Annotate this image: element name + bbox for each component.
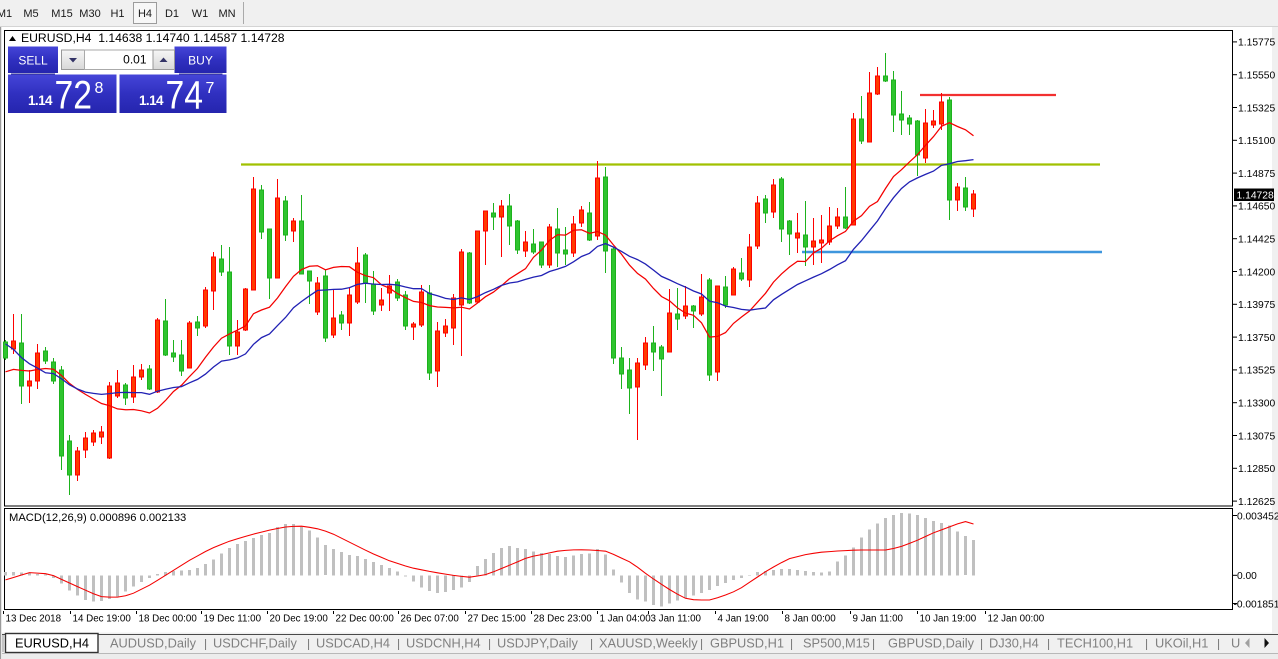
svg-text:13 Dec 2018: 13 Dec 2018 (6, 614, 62, 625)
svg-text:1.14: 1.14 (28, 93, 53, 108)
svg-text:|: | (790, 637, 793, 651)
svg-text:1.13525: 1.13525 (1238, 366, 1275, 377)
svg-text:GBPUSD,H1: GBPUSD,H1 (710, 636, 784, 651)
svg-text:14 Dec 19:00: 14 Dec 19:00 (73, 614, 132, 625)
svg-text:1.14425: 1.14425 (1238, 235, 1275, 246)
svg-text:D1: D1 (165, 8, 179, 20)
svg-text:1.14875: 1.14875 (1238, 169, 1275, 180)
svg-text:H4: H4 (138, 8, 152, 20)
svg-text:1.13750: 1.13750 (1238, 333, 1275, 344)
svg-text:10 Jan 19:00: 10 Jan 19:00 (920, 614, 977, 625)
svg-text:USDCHF,Daily: USDCHF,Daily (213, 636, 297, 651)
svg-text:SELL: SELL (18, 54, 48, 68)
svg-text:3 Jan 11:00: 3 Jan 11:00 (651, 614, 702, 625)
svg-text:TECH100,H1: TECH100,H1 (1057, 636, 1133, 651)
svg-text:1.15325: 1.15325 (1238, 103, 1275, 114)
svg-text:9 Jan 11:00: 9 Jan 11:00 (853, 614, 904, 625)
svg-text:UKOil,H1: UKOil,H1 (1155, 636, 1208, 651)
svg-text:M5: M5 (23, 8, 38, 20)
svg-text:0.01: 0.01 (123, 53, 147, 67)
svg-text:1.13975: 1.13975 (1238, 300, 1275, 311)
svg-text:1.14728: 1.14728 (1237, 191, 1274, 202)
svg-text:1.15775: 1.15775 (1238, 38, 1275, 49)
svg-text:MACD(12,26,9) 0.000896 0.00213: MACD(12,26,9) 0.000896 0.002133 (9, 512, 186, 524)
svg-text:20 Dec 19:00: 20 Dec 19:00 (270, 614, 329, 625)
svg-text:4 Jan 19:00: 4 Jan 19:00 (718, 614, 770, 625)
svg-text:|: | (488, 637, 491, 651)
svg-text:BUY: BUY (188, 54, 213, 68)
svg-text:1.14200: 1.14200 (1238, 267, 1275, 278)
svg-text:1.14650: 1.14650 (1238, 202, 1275, 213)
svg-text:22 Dec 00:00: 22 Dec 00:00 (336, 614, 395, 625)
svg-text:|: | (872, 637, 875, 651)
svg-text:|: | (204, 637, 207, 651)
svg-text:GBPUSD,Daily: GBPUSD,Daily (888, 636, 975, 651)
svg-text:1.14: 1.14 (139, 93, 164, 108)
svg-text:M1: M1 (0, 8, 12, 20)
svg-text:1.12850: 1.12850 (1238, 464, 1275, 475)
svg-text:74: 74 (166, 74, 204, 118)
svg-text:|: | (1047, 637, 1050, 651)
svg-text:1.15550: 1.15550 (1238, 71, 1275, 82)
svg-text:EURUSD,H4 1.14638 1.14740 1.1: EURUSD,H4 1.14638 1.14740 1.14587 1.1472… (21, 31, 285, 45)
svg-text:7: 7 (206, 80, 215, 97)
svg-text:SP500,M15: SP500,M15 (803, 636, 870, 651)
svg-text:USDCNH,H4: USDCNH,H4 (406, 636, 481, 651)
svg-text:|: | (307, 637, 310, 651)
svg-text:27 Dec 15:00: 27 Dec 15:00 (468, 614, 527, 625)
svg-text:XAUUSD,Weekly: XAUUSD,Weekly (599, 636, 698, 651)
svg-text:12 Jan 00:00: 12 Jan 00:00 (988, 614, 1045, 625)
svg-text:1.13300: 1.13300 (1238, 399, 1275, 410)
svg-text:AUDUSD,Daily: AUDUSD,Daily (110, 636, 197, 651)
svg-text:|: | (1145, 637, 1148, 651)
svg-text:W1: W1 (192, 8, 209, 20)
svg-text:|: | (980, 637, 983, 651)
svg-text:19 Dec 11:00: 19 Dec 11:00 (204, 614, 262, 625)
svg-text:8: 8 (95, 80, 104, 97)
svg-text:|: | (397, 637, 400, 651)
svg-text:H1: H1 (110, 8, 124, 20)
svg-text:MN: MN (218, 8, 235, 20)
svg-text:|: | (1217, 637, 1220, 651)
svg-text:USDCAD,H4: USDCAD,H4 (316, 636, 390, 651)
svg-text:|: | (700, 637, 703, 651)
svg-text:1.13075: 1.13075 (1238, 431, 1275, 442)
svg-text:-0.001851: -0.001851 (1234, 599, 1278, 610)
svg-text:0.003452: 0.003452 (1237, 511, 1278, 522)
svg-text:28 Dec 23:00: 28 Dec 23:00 (534, 614, 593, 625)
svg-text:72: 72 (55, 74, 93, 118)
svg-text:1 Jan 04:00: 1 Jan 04:00 (600, 614, 652, 625)
svg-text:8 Jan 00:00: 8 Jan 00:00 (785, 614, 837, 625)
svg-text:DJ30,H4: DJ30,H4 (989, 636, 1039, 651)
svg-text:M30: M30 (79, 8, 100, 20)
svg-text:M15: M15 (51, 8, 72, 20)
svg-text:EURUSD,H4: EURUSD,H4 (15, 636, 89, 651)
svg-text:18 Dec 00:00: 18 Dec 00:00 (139, 614, 198, 625)
svg-text:26 Dec 07:00: 26 Dec 07:00 (401, 614, 460, 625)
svg-text:1.15100: 1.15100 (1238, 136, 1275, 147)
svg-text:U: U (1231, 636, 1240, 651)
svg-text:0.00: 0.00 (1237, 571, 1257, 582)
svg-text:|: | (590, 637, 593, 651)
svg-text:USDJPY,Daily: USDJPY,Daily (497, 636, 578, 651)
svg-text:1.12625: 1.12625 (1238, 497, 1275, 508)
